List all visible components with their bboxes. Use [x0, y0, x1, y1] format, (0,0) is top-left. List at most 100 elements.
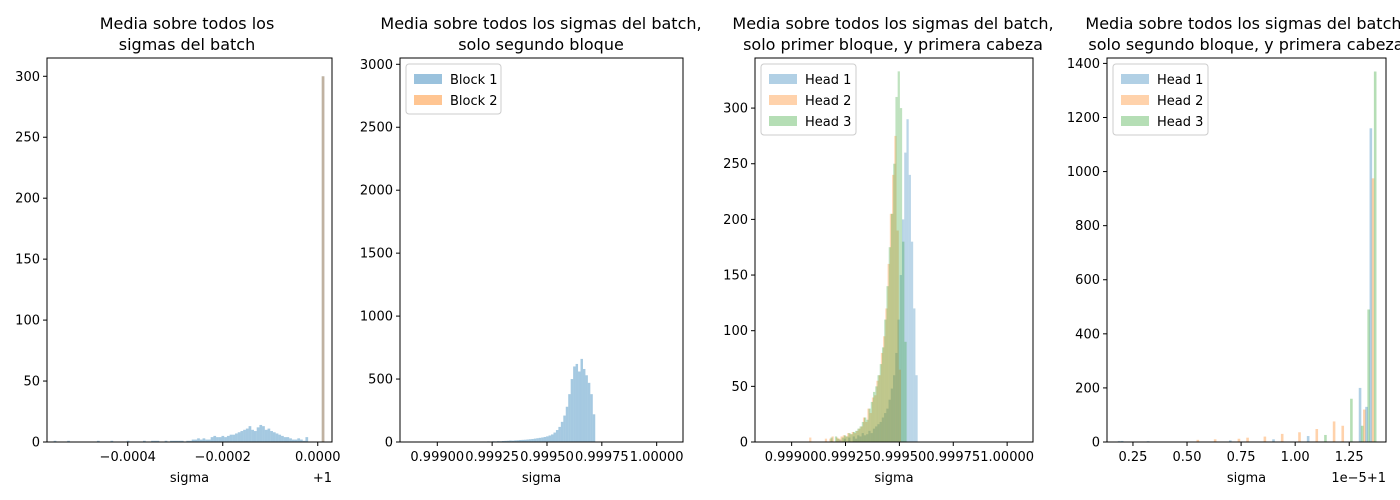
- histogram-bar: [883, 336, 886, 442]
- histogram-bar: [876, 380, 879, 442]
- legend-label: Head 1: [1157, 73, 1203, 88]
- legend-label: Head 1: [805, 73, 851, 88]
- histogram-bar: [871, 397, 875, 442]
- x-tick-label: 1.00000: [980, 450, 1034, 465]
- histogram-bar: [895, 352, 898, 442]
- histogram-bar: [865, 421, 868, 442]
- legend-box: [405, 63, 502, 115]
- histogram-bar: [840, 436, 843, 442]
- histogram-bar: [1365, 406, 1368, 442]
- histogram-bar: [892, 174, 895, 442]
- histogram-bar: [867, 408, 870, 442]
- histogram-bar: [67, 440, 70, 442]
- histogram-bar: [300, 439, 303, 442]
- y-tick-label: 100: [723, 324, 748, 339]
- histogram-bar: [898, 369, 902, 442]
- histogram-bar: [848, 437, 851, 442]
- y-tick-label: 0: [32, 436, 40, 451]
- histogram-bar: [283, 437, 287, 442]
- histogram-bar: [857, 428, 860, 442]
- legend-swatch: [769, 116, 797, 126]
- histogram-bar: [521, 439, 524, 442]
- subplot-title: Media sobre todos los: [100, 14, 275, 33]
- histogram-bar: [824, 438, 828, 442]
- histogram-bar: [838, 438, 841, 442]
- histogram-bar: [875, 426, 878, 442]
- y-tick-label: 800: [1075, 219, 1100, 234]
- histogram-bar: [874, 395, 877, 442]
- histogram-bar: [523, 439, 527, 442]
- subplot-title: Media sobre todos los sigmas del batch,: [732, 14, 1053, 33]
- histogram-bar: [908, 174, 911, 442]
- histogram-bar: [243, 429, 246, 442]
- histogram-bar: [275, 433, 279, 442]
- histogram-bar: [877, 424, 880, 442]
- histogram-bar: [504, 440, 507, 442]
- histogram-bar: [573, 366, 576, 442]
- histogram-bar: [259, 424, 263, 442]
- y-tick-label: 400: [1075, 327, 1100, 342]
- histogram-bar: [1298, 432, 1301, 442]
- histogram-bar: [218, 437, 222, 442]
- legend-label: Head 3: [1157, 115, 1203, 130]
- histogram-bar: [897, 319, 900, 442]
- histogram-bar: [528, 439, 532, 442]
- histogram-bar: [205, 439, 208, 442]
- legend-label: Block 1: [450, 73, 498, 88]
- legend-swatch: [414, 74, 442, 84]
- legend-box: [760, 63, 857, 136]
- histogram-bar: [514, 440, 517, 442]
- x-axis-label: sigma: [1227, 471, 1266, 486]
- histogram-bar: [913, 308, 916, 442]
- subplot-title: sigmas del batch: [119, 35, 255, 54]
- x-tick-label: 1.00000: [630, 450, 684, 465]
- histogram-bar: [1196, 439, 1200, 442]
- histogram-bar: [278, 434, 282, 442]
- histogram-bar: [153, 440, 157, 442]
- histogram-bar: [536, 438, 539, 442]
- histogram-bar: [264, 429, 268, 442]
- histogram-bar: [578, 371, 581, 442]
- histogram-bar: [866, 434, 869, 442]
- histogram-bar: [96, 440, 100, 442]
- histogram-bar: [869, 413, 872, 442]
- histogram-bar: [587, 382, 591, 442]
- histogram-bar: [560, 421, 564, 442]
- y-tick-label: 200: [1075, 381, 1100, 396]
- y-tick-label: 50: [731, 380, 748, 395]
- y-tick-label: 250: [15, 131, 40, 146]
- x-tick-label: −0.0002: [195, 450, 251, 465]
- histogram-bar: [910, 241, 914, 442]
- histogram-bar: [862, 417, 866, 442]
- histogram-bar: [541, 437, 544, 442]
- y-tick-label: 300: [15, 70, 40, 85]
- histogram-bar: [1324, 434, 1327, 442]
- histogram-bar: [251, 429, 255, 442]
- histogram-bar: [890, 213, 894, 442]
- histogram-bar: [142, 440, 146, 442]
- x-tick-label: 1.25: [1335, 450, 1364, 465]
- histogram-bar: [856, 430, 859, 442]
- histogram-bar: [859, 426, 862, 442]
- histogram-bar: [853, 433, 857, 442]
- histogram-bar: [538, 437, 542, 442]
- histogram-bar: [893, 375, 896, 442]
- histogram-bar: [915, 375, 918, 442]
- histogram-bar: [901, 219, 905, 442]
- histogram-bar: [526, 439, 529, 442]
- x-axis-label: sigma: [170, 471, 209, 486]
- histogram-bar: [558, 426, 561, 442]
- x-tick-label: 0.99950: [873, 450, 927, 465]
- histogram-bar: [870, 433, 873, 442]
- histogram-bar: [857, 435, 860, 442]
- histogram-bar: [172, 440, 176, 442]
- subplot-title: solo segundo bloque, y primera cabeza: [1088, 35, 1400, 54]
- histogram-bar: [889, 213, 893, 442]
- histogram-bar: [575, 363, 579, 442]
- histogram-bar: [565, 406, 569, 442]
- histogram-bar: [533, 438, 537, 442]
- histogram-bar: [272, 432, 276, 442]
- histogram-bar: [237, 432, 241, 442]
- histogram-bar: [548, 435, 552, 442]
- legend-swatch: [769, 74, 797, 84]
